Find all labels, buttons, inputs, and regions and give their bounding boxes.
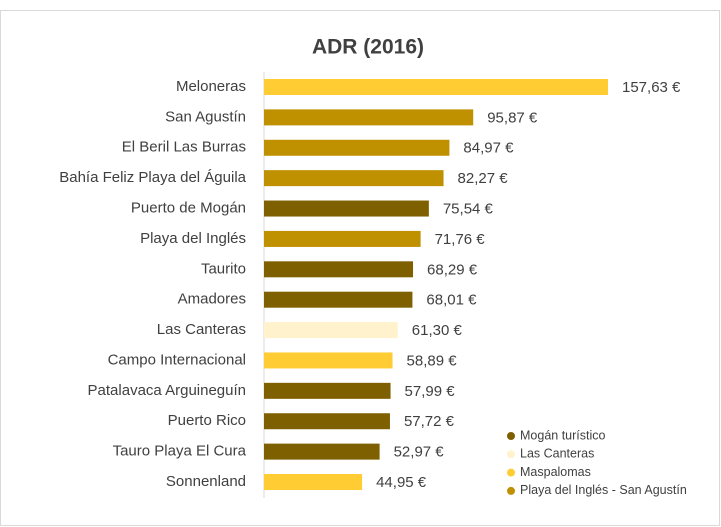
bar [264, 413, 390, 430]
category-label: Meloneras [176, 78, 246, 95]
value-label: 44,95 € [376, 474, 427, 491]
category-label: Puerto Rico [168, 412, 246, 429]
category-label: Patalavaca Arguineguín [88, 382, 246, 399]
bar [264, 443, 380, 460]
bar [264, 382, 391, 399]
value-label: 57,72 € [404, 413, 455, 430]
legend-swatch [507, 450, 515, 459]
bar [264, 322, 398, 339]
category-label: Bahía Feliz Playa del Águila [59, 169, 246, 186]
bar [264, 352, 393, 369]
value-label: 71,76 € [435, 231, 486, 248]
bar [264, 291, 413, 308]
category-label: Sonnenland [166, 473, 246, 490]
legend-label: Playa del Inglés - San Agustín [520, 483, 687, 497]
category-label: San Agustín [165, 108, 246, 125]
value-label: 57,99 € [405, 383, 456, 400]
category-label: El Beril Las Burras [122, 139, 246, 156]
bar [264, 79, 608, 95]
value-label: 84,97 € [463, 140, 514, 157]
category-label: Playa del Inglés [140, 230, 246, 247]
value-label: 61,30 € [412, 322, 463, 339]
value-label: 157,63 € [622, 79, 681, 96]
value-label: 82,27 € [458, 170, 509, 187]
bar [264, 170, 444, 187]
category-label: Puerto de Mogán [131, 200, 246, 217]
chart-title: ADR (2016) [312, 36, 424, 59]
bar [264, 139, 450, 156]
bar [264, 230, 421, 247]
category-label: Las Canteras [157, 321, 246, 338]
category-label: Amadores [178, 291, 246, 308]
value-label: 75,54 € [443, 201, 494, 218]
bar [264, 474, 363, 490]
legend-swatch [507, 468, 515, 477]
category-label: Campo Internacional [108, 351, 246, 368]
legend-label: Las Canteras [520, 447, 594, 461]
bar [264, 109, 474, 126]
bar [264, 200, 429, 217]
bar [264, 261, 414, 278]
value-label: 58,89 € [407, 352, 458, 369]
legend-swatch [507, 486, 515, 495]
value-label: 68,29 € [427, 261, 478, 278]
legend-swatch [507, 432, 515, 440]
category-label: Taurito [201, 260, 246, 277]
value-label: 52,97 € [394, 444, 445, 461]
value-label: 95,87 € [487, 109, 538, 126]
category-label: Tauro Playa El Cura [113, 443, 247, 460]
legend-label: Maspalomas [520, 465, 591, 479]
value-label: 68,01 € [426, 292, 477, 309]
legend-label: Mogán turístico [520, 428, 606, 442]
